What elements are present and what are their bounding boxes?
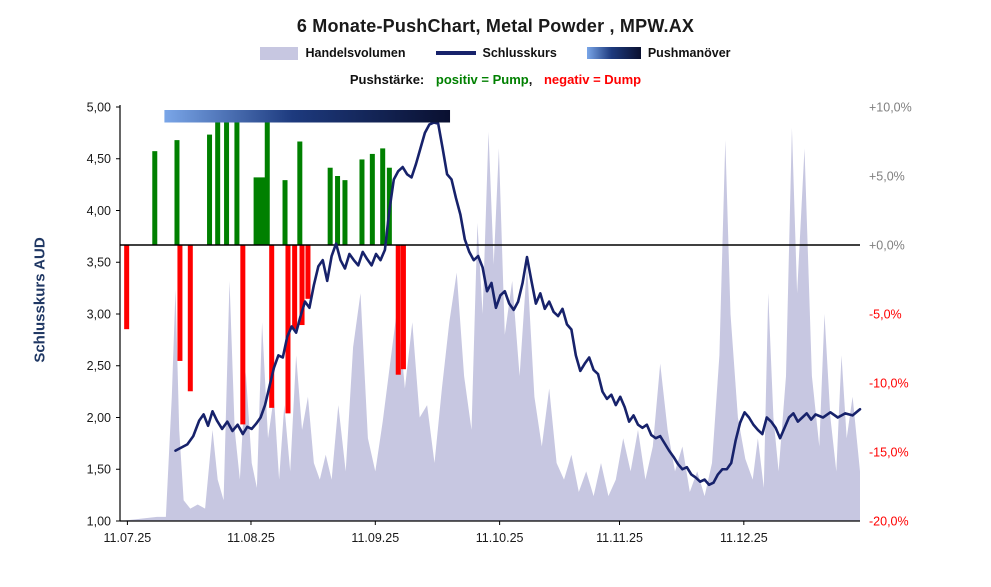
dump-bar [240, 245, 246, 425]
y-left-tick-label: 5,00 [87, 100, 111, 114]
pump-bar [380, 148, 386, 245]
dump-bar [305, 245, 311, 299]
y-right-tick-label: -15,0% [869, 445, 909, 459]
pump-bar [282, 180, 288, 245]
chart-subtitle: Pushstärke: positiv = Pump, negativ = Du… [0, 72, 991, 87]
x-tick-label: 11.10.25 [476, 531, 524, 545]
subtitle-separator: , [528, 72, 533, 87]
chart-title: 6 Monate-PushChart, Metal Powder , MPW.A… [296, 16, 695, 36]
chart-legend: Handelsvolumen Schlusskurs Pushmanöver [0, 46, 991, 60]
legend-item-push: Pushmanöver [586, 46, 731, 60]
pump-bar [152, 151, 158, 245]
dump-bar [177, 245, 183, 361]
pump-bar [234, 112, 240, 246]
y-right-tick-label: +0,0% [869, 238, 905, 252]
pump-bar [297, 141, 303, 245]
x-tick-label: 11.12.25 [720, 531, 768, 545]
dump-bar [269, 245, 275, 408]
y-right-tick-label: +5,0% [869, 169, 905, 183]
dump-bar [124, 245, 130, 330]
y-right-tick-label: +10,0% [869, 100, 912, 114]
y-right-tick-label: -10,0% [869, 376, 909, 390]
subtitle-prefix: Pushstärke: [349, 72, 425, 87]
legend-push-label: Pushmanöver [647, 46, 731, 60]
legend-item-volume: Handelsvolumen [260, 46, 406, 60]
y-right-tick-label: -20,0% [869, 514, 909, 528]
x-tick-label: 11.07.25 [104, 531, 152, 545]
pump-bar [359, 159, 365, 245]
y-left-tick-label: 4,50 [87, 152, 111, 166]
y-left-tick-label: 2,00 [87, 411, 111, 425]
dump-bar [395, 245, 401, 375]
x-tick-label: 11.11.25 [596, 531, 643, 545]
legend-volume-label: Handelsvolumen [305, 46, 406, 60]
dump-bar [292, 245, 298, 330]
y-left-tick-label: 1,50 [87, 463, 111, 477]
pushmanoever-band [164, 110, 451, 123]
subtitle-dump: negativ = Dump [543, 72, 642, 87]
y-left-tick-label: 3,00 [87, 307, 111, 321]
pump-bar [215, 112, 221, 246]
pump-bar [224, 118, 230, 245]
pump-bar [264, 112, 270, 246]
pump-bar [207, 134, 213, 245]
close-price-line [174, 121, 862, 487]
x-tick-label: 11.09.25 [351, 531, 399, 545]
subtitle-pump: positiv = Pump [435, 72, 529, 87]
volume-area [120, 127, 860, 521]
pump-bar [369, 153, 375, 245]
volume-swatch-icon [260, 46, 299, 60]
pump-bar [253, 177, 268, 245]
y-left-tick-label: 2,50 [87, 359, 111, 373]
close-line-swatch-icon [435, 51, 476, 55]
dump-bar [299, 245, 305, 326]
dump-bar [187, 245, 193, 392]
dump-bar [285, 245, 291, 414]
dump-bar [400, 245, 406, 370]
pump-bar [342, 180, 348, 245]
pump-bar [327, 167, 333, 245]
legend-close-label: Schlusskurs [482, 46, 557, 60]
push-band-swatch-icon [586, 47, 641, 59]
y-left-tick-label: 3,50 [87, 256, 111, 270]
y-left-tick-label: 1,00 [87, 514, 111, 528]
legend-item-close: Schlusskurs [435, 46, 557, 60]
pump-bar [174, 140, 180, 245]
x-tick-label: 11.08.25 [227, 531, 275, 545]
pump-bar [335, 176, 341, 245]
y-left-tick-label: 4,00 [87, 204, 111, 218]
y-right-tick-label: -5,0% [869, 307, 902, 321]
